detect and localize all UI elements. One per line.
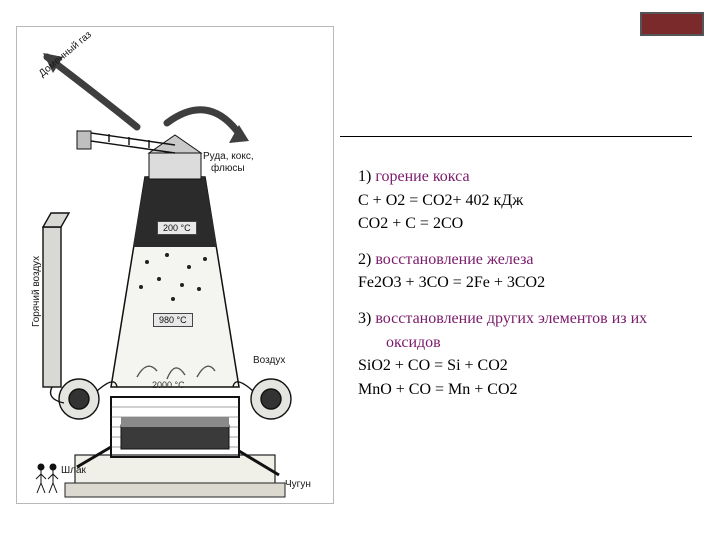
- block-iron-reduction: 2) восстановление железа Fe2O3 + 3CO = 2…: [358, 249, 696, 294]
- eq: SiO2 + CO = Si + CO2: [358, 355, 696, 377]
- block-num: 3): [358, 310, 375, 327]
- temp-2000: 2000 °C: [147, 379, 190, 391]
- label-charge-1: Руда, кокс,: [203, 151, 254, 162]
- label-air: Воздух: [253, 355, 285, 366]
- label-charge-2: флюсы: [211, 163, 245, 174]
- block-title-cont: оксидов: [358, 332, 696, 354]
- block-coke-burning: 1) горение кокса С + О2 = СО2+ 402 кДж С…: [358, 166, 696, 235]
- temp-980: 980 °C: [153, 313, 193, 327]
- eq: Fe2O3 + 3CO = 2Fe + 3CO2: [358, 272, 696, 294]
- temp-200: 200 °C: [157, 221, 197, 235]
- header-divider: [340, 136, 692, 137]
- blast-furnace-diagram: Доменный газ Руда, кокс, флюсы Горячий в…: [16, 26, 334, 504]
- eq: СО2 + С = 2СО: [358, 213, 696, 235]
- label-slag: Шлак: [61, 465, 86, 476]
- eq: MnO + CO = Mn + CO2: [358, 379, 696, 401]
- block-num: 2): [358, 251, 375, 268]
- block-title: восстановление других элементов из их: [375, 310, 647, 327]
- furnace-svg: [17, 27, 333, 503]
- reactions-text: 1) горение кокса С + О2 = СО2+ 402 кДж С…: [358, 166, 696, 414]
- block-other-reduction: 3) восстановление других элементов из их…: [358, 308, 696, 400]
- label-hot-air: Горячий воздух: [31, 256, 42, 327]
- eq: С + О2 = СО2+ 402 кДж: [358, 190, 696, 212]
- block-num: 1): [358, 168, 375, 185]
- corner-accent: [640, 12, 704, 36]
- block-title: восстановление железа: [375, 251, 533, 268]
- label-iron: Чугун: [285, 479, 311, 490]
- block-title: горение кокса: [375, 168, 469, 185]
